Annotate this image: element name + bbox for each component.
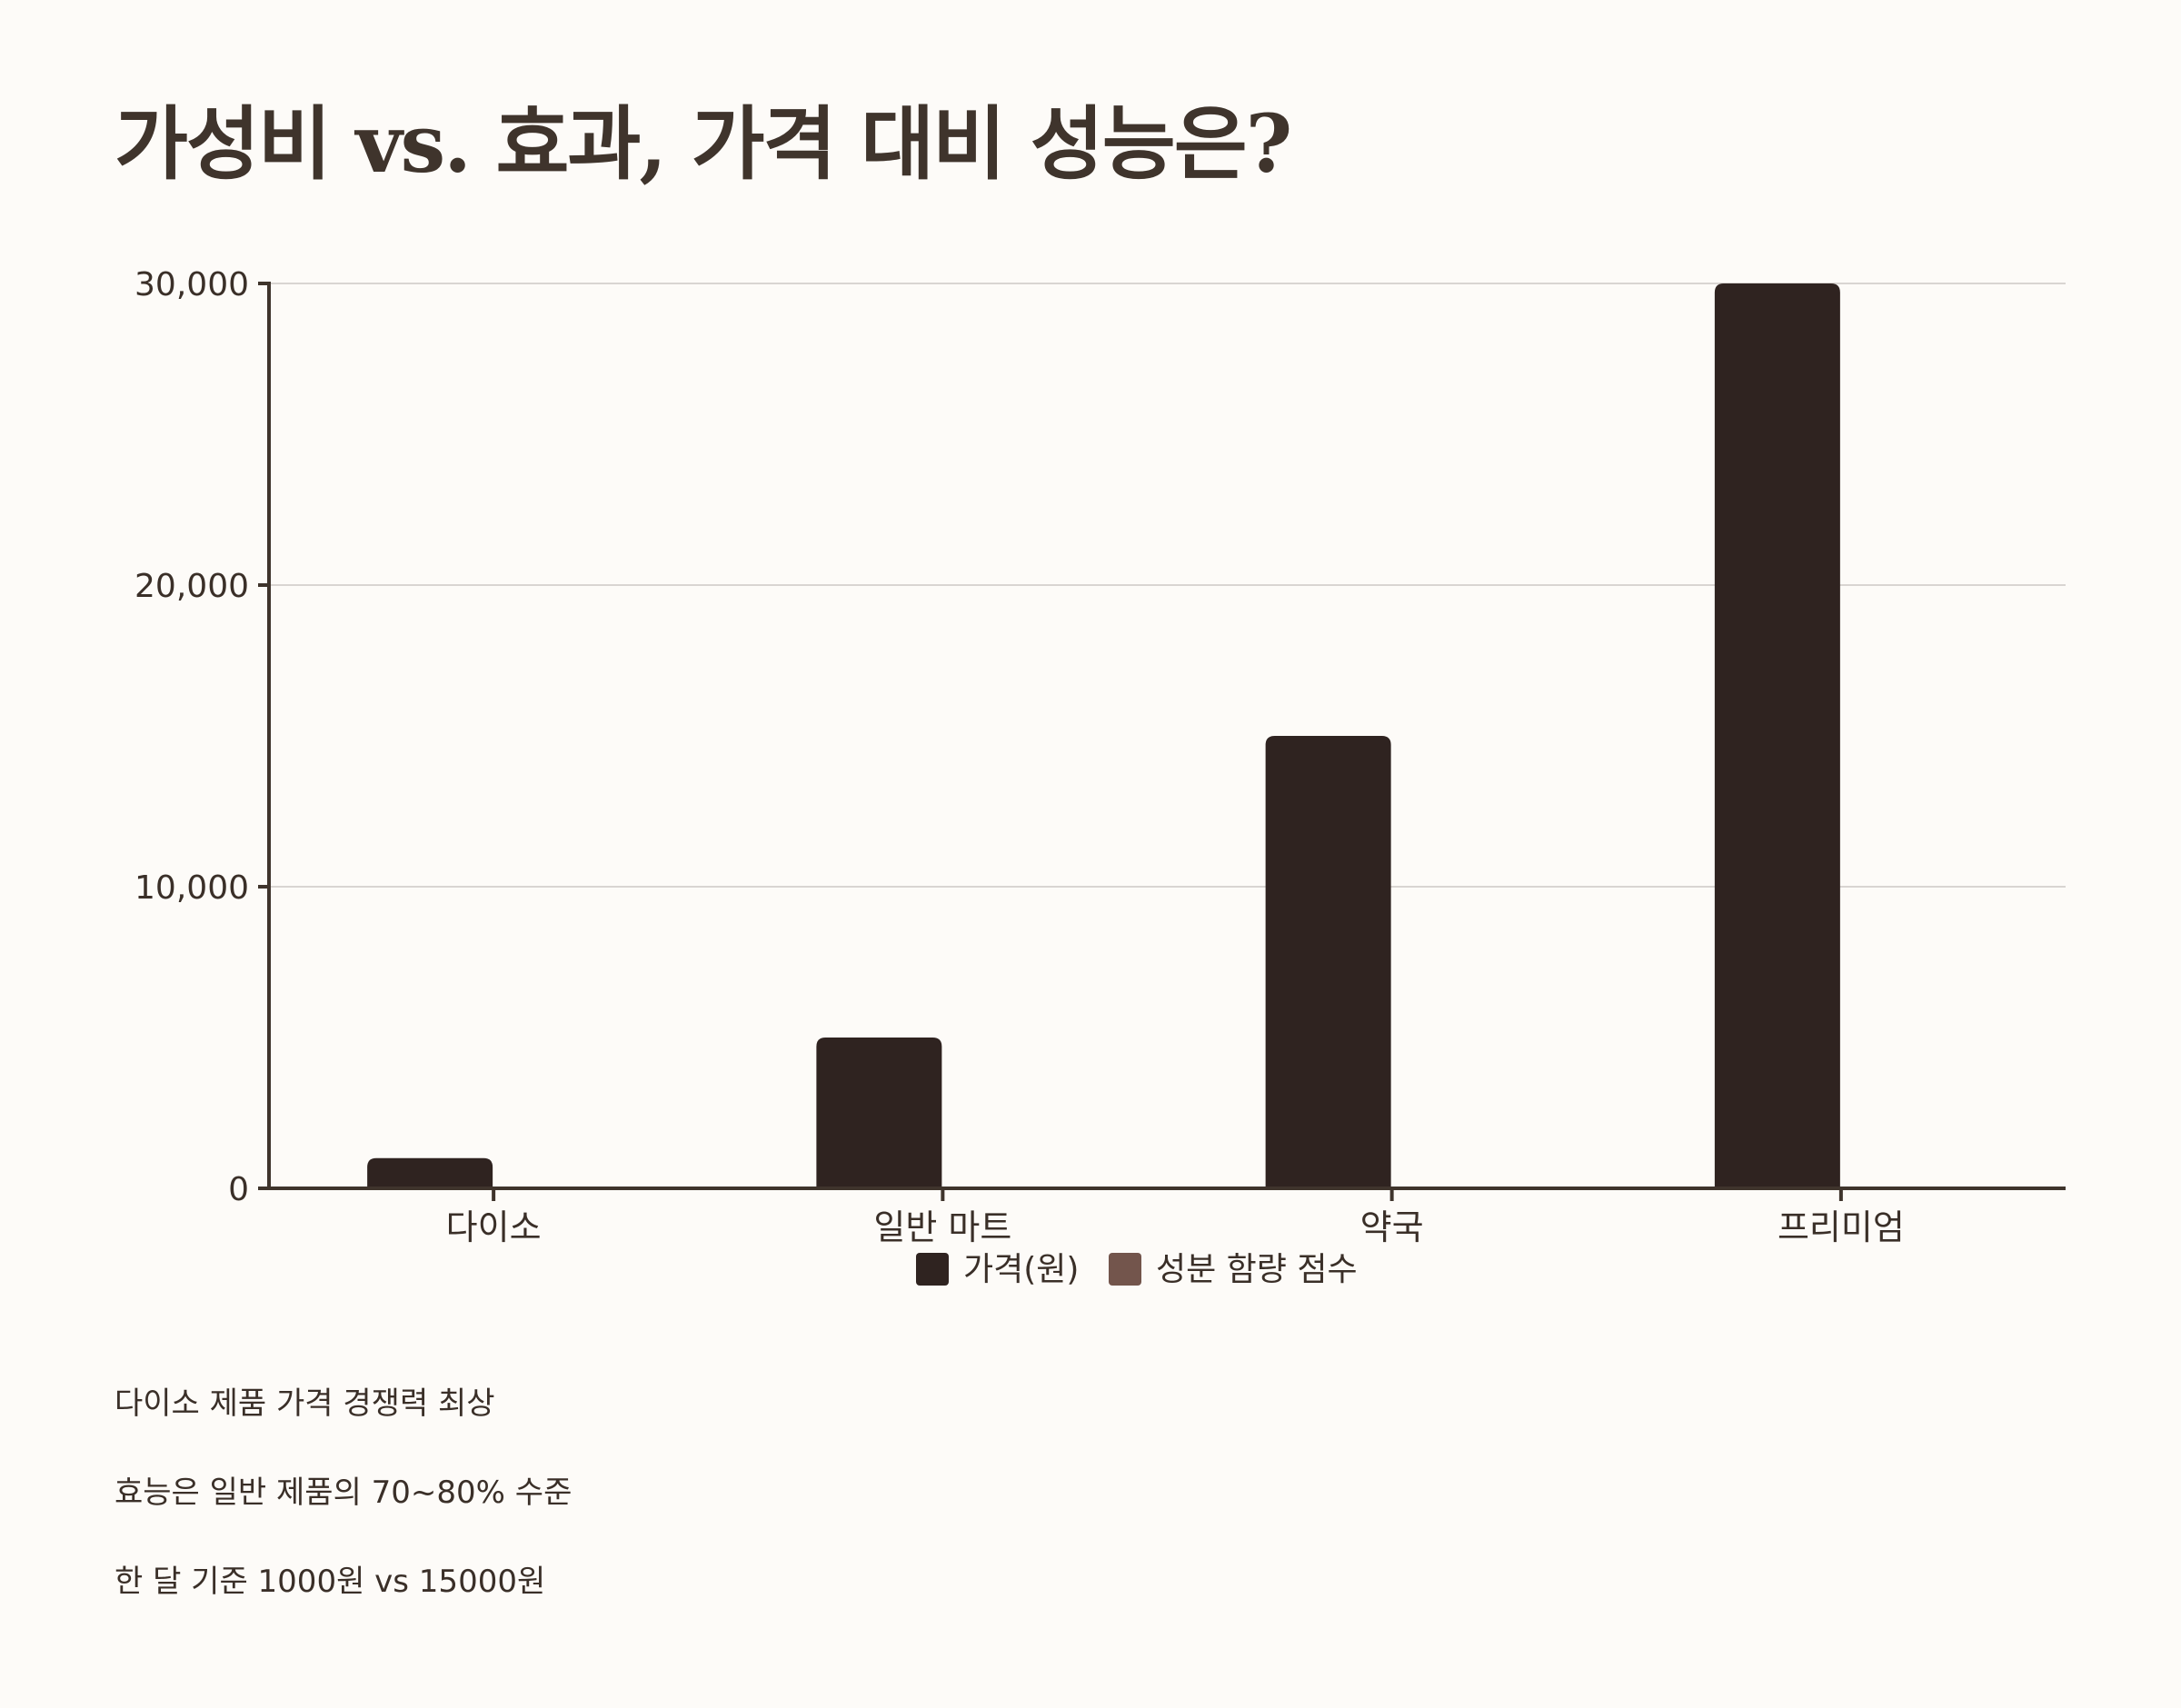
note-item: 효능은 일반 제품의 70~80% 수준: [115, 1475, 573, 1511]
y-tick-label: 10,000: [134, 869, 249, 907]
bar-chart: 0 10,000 20,000 30,000 다이소 일반 마트 약국 프리미엄 가격(원) 성…: [134, 266, 2066, 1288]
legend-label: 가격(원): [963, 1251, 1079, 1288]
legend: 가격(원) 성분 함량 점수: [916, 1251, 1358, 1288]
y-tick-label: 30,000: [134, 266, 249, 303]
y-tick-label: 0: [228, 1171, 249, 1208]
axes: [258, 282, 2066, 1201]
tick-labels: 0 10,000 20,000 30,000 다이소 일반 마트 약국 프리미엄: [134, 266, 1905, 1247]
bar: [1714, 283, 1840, 1188]
bar: [367, 1157, 493, 1188]
y-tick-label: 20,000: [134, 568, 249, 605]
bar: [816, 1038, 942, 1188]
legend-label: 성분 함량 점수: [1156, 1251, 1358, 1288]
chart-title: 가성비 vs. 효과, 가격 대비 성능은?: [115, 96, 1292, 191]
x-tick-label: 다이소: [446, 1207, 542, 1247]
x-tick-label: 프리미엄: [1778, 1207, 1905, 1247]
note-item: 한 달 기준 1000원 vs 15000원: [115, 1564, 546, 1600]
note-item: 다이소 제품 가격 경쟁력 최상: [115, 1385, 495, 1422]
bars: [367, 283, 1967, 1188]
x-tick-label: 약국: [1360, 1207, 1424, 1247]
legend-swatch: [1109, 1253, 1141, 1286]
legend-swatch: [916, 1253, 949, 1286]
notes-list: 다이소 제품 가격 경쟁력 최상 효능은 일반 제품의 70~80% 수준 한 …: [115, 1385, 572, 1653]
bar: [1265, 736, 1391, 1188]
x-tick-label: 일반 마트: [873, 1207, 1011, 1247]
